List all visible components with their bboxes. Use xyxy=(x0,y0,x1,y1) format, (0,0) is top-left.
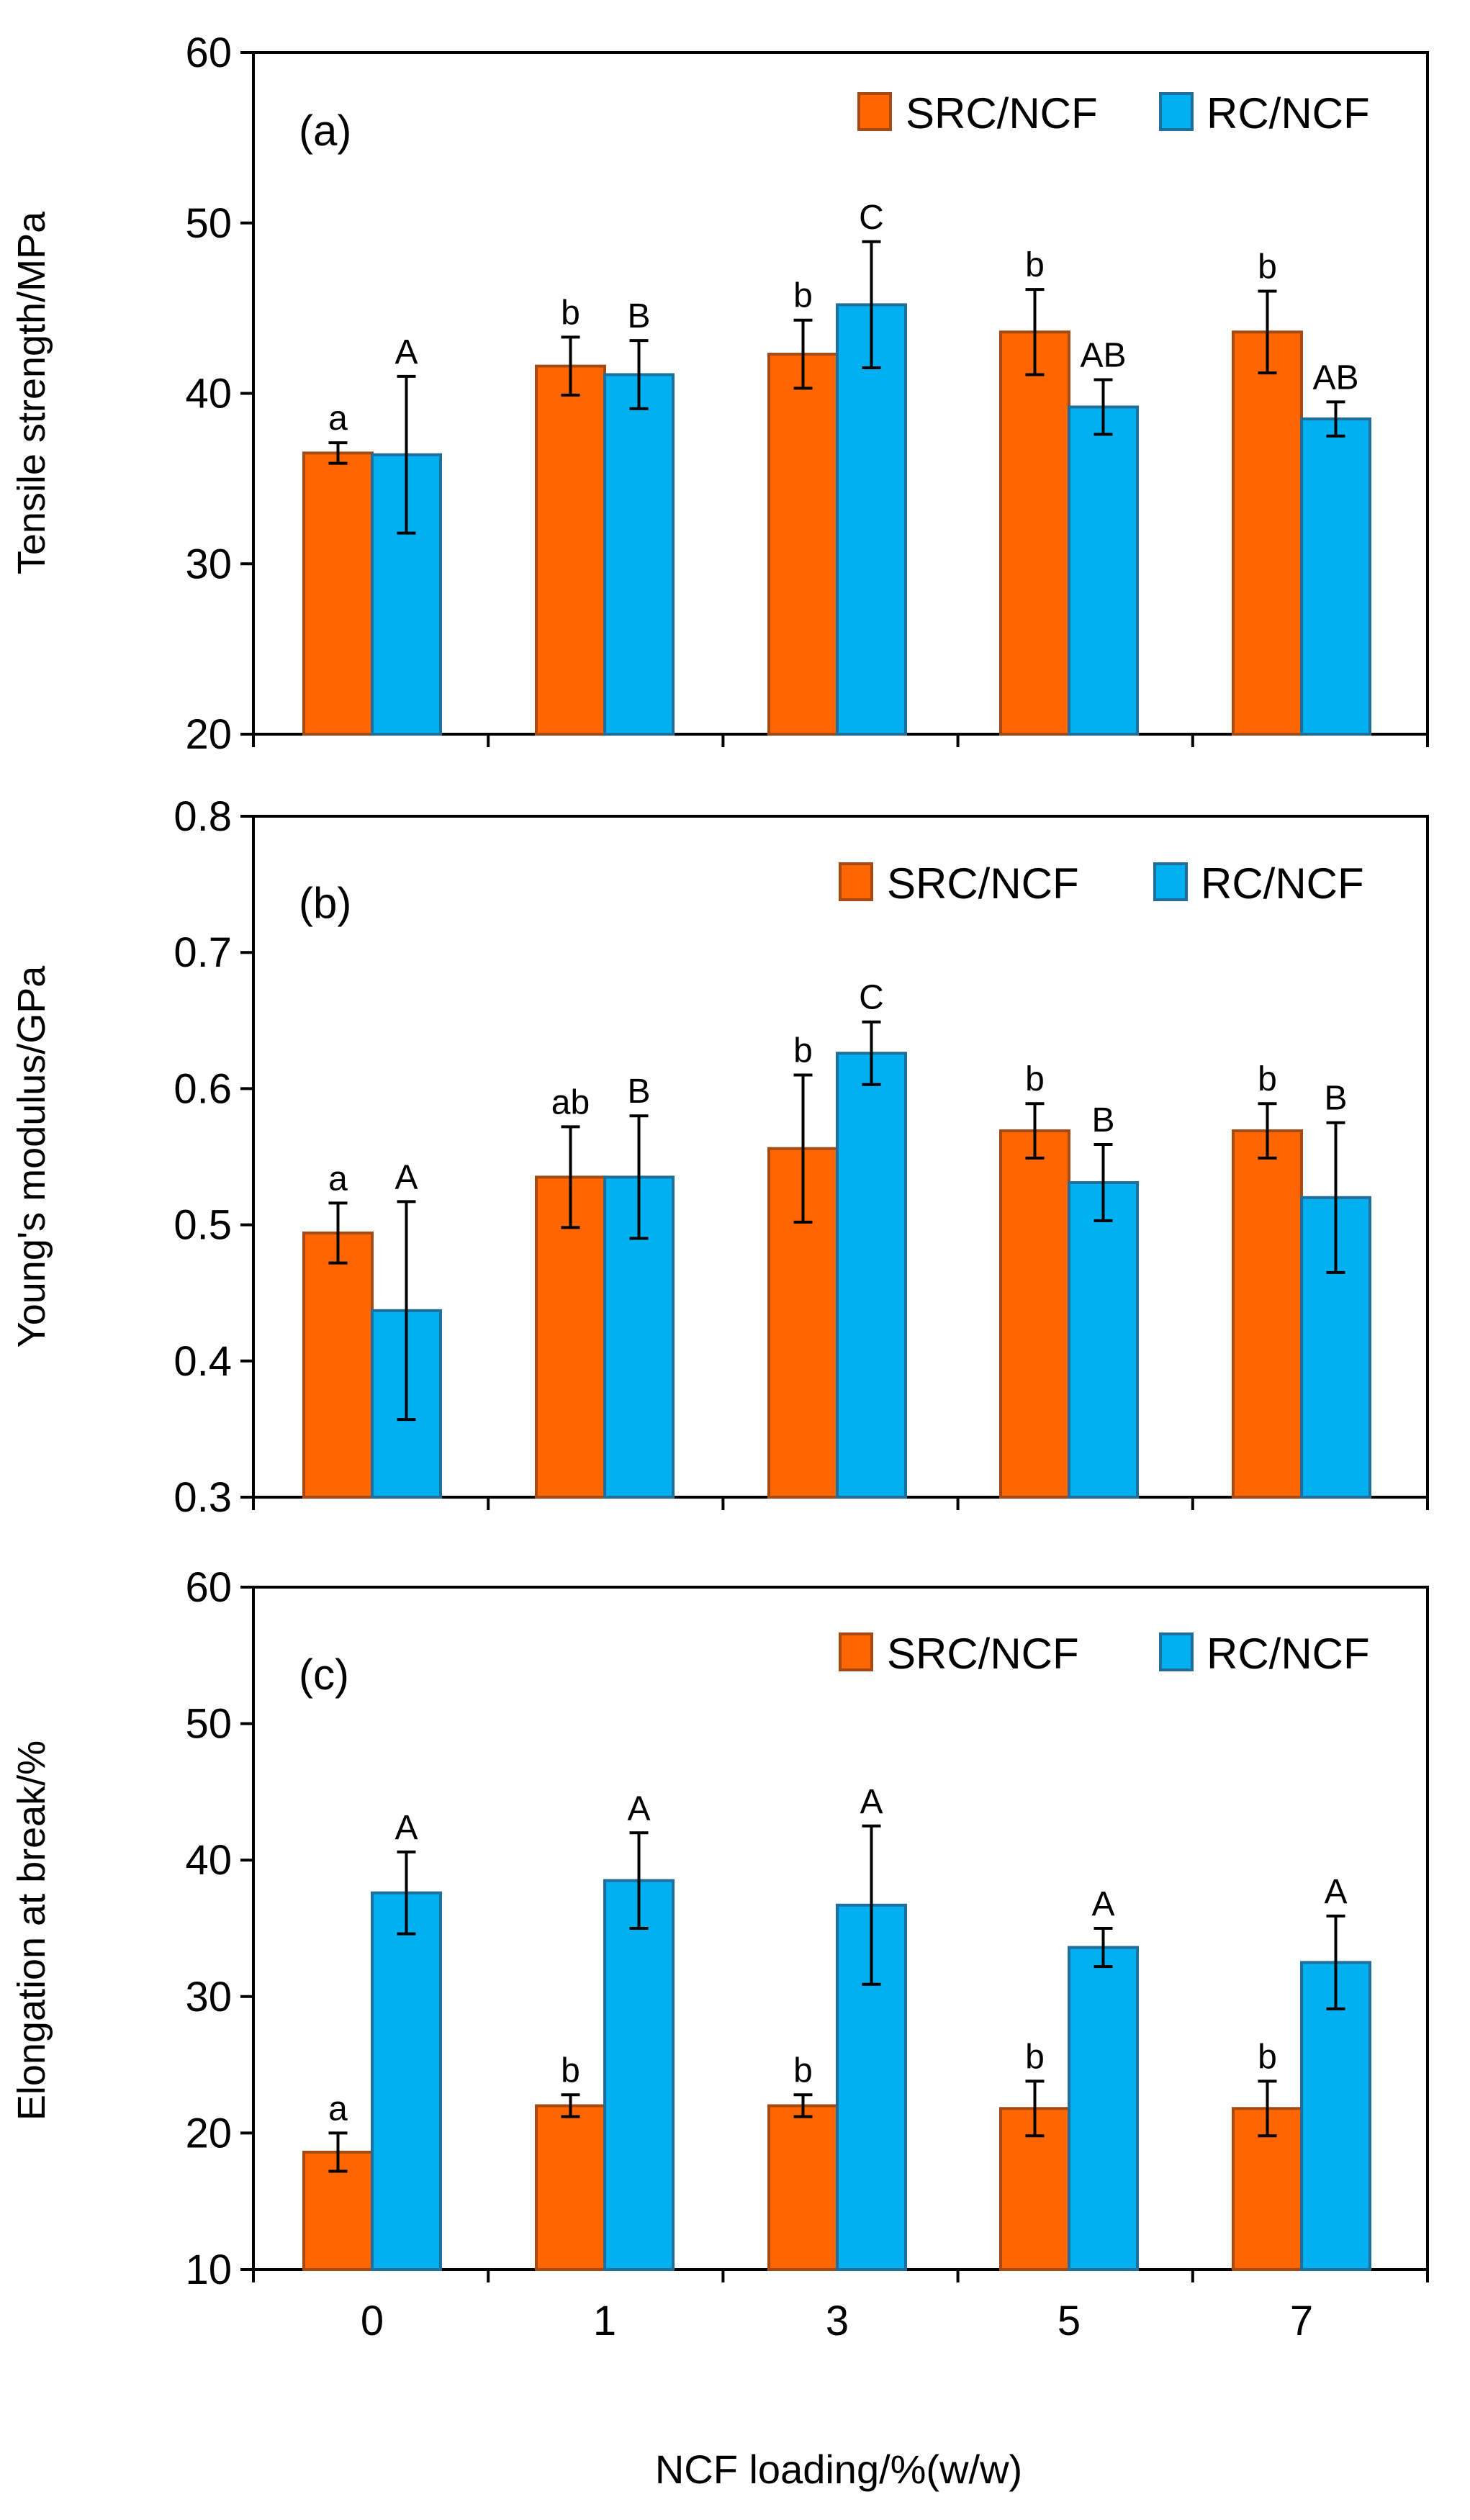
y-tick-label: 20 xyxy=(185,2110,232,2157)
y-tick-label: 30 xyxy=(185,541,232,587)
bar-rc xyxy=(836,1052,907,1499)
panel-b: Young's modulus/GPa (b) SRC/NCF RC/NCF 0… xyxy=(10,793,1429,1521)
legend-label-src: SRC/NCF xyxy=(887,859,1079,908)
significance-letter: C xyxy=(859,199,884,237)
legend: SRC/NCF RC/NCF xyxy=(857,89,1370,137)
x-tick-label: 0 xyxy=(361,2298,384,2344)
significance-letter: b xyxy=(1258,248,1277,286)
significance-letter: B xyxy=(1091,1101,1114,1139)
legend-label-src: SRC/NCF xyxy=(906,89,1098,137)
bar-rc xyxy=(371,1891,442,2272)
bar-src xyxy=(999,1129,1070,1499)
x-tick-label: 5 xyxy=(1058,2298,1081,2344)
bar-rc xyxy=(836,303,907,736)
x-tick-label: 7 xyxy=(1290,2298,1313,2344)
legend: SRC/NCF RC/NCF xyxy=(839,1630,1370,1678)
y-axis-title: Tensile strength/MPa xyxy=(10,211,53,574)
bar-src xyxy=(999,330,1070,736)
significance-letter: b xyxy=(561,294,580,332)
significance-letter: B xyxy=(1324,1080,1347,1118)
significance-letter: B xyxy=(627,1072,650,1111)
panel-a: Tensile strength/MPa (a) SRC/NCF RC/NCF … xyxy=(10,30,1429,758)
x-axis-title: NCF loading/%(w/w) xyxy=(655,2447,1022,2492)
y-tick-label: 10 xyxy=(185,2246,232,2293)
y-tick-label: 60 xyxy=(185,30,232,76)
significance-letter: b xyxy=(561,2051,580,2090)
y-tick-label: 0.3 xyxy=(173,1474,232,1521)
significance-letter: AB xyxy=(1080,337,1126,375)
legend-swatch-src xyxy=(839,1632,873,1671)
x-tick-labels: 0 1 3 5 7 xyxy=(361,2298,1313,2344)
significance-letter: a xyxy=(328,1160,348,1198)
x-tick-label: 3 xyxy=(826,2298,849,2344)
significance-letter: a xyxy=(328,399,348,438)
bar-rc xyxy=(1068,1946,1139,2271)
significance-letter: b xyxy=(1025,1060,1045,1098)
y-tick-label: 0.4 xyxy=(173,1338,232,1385)
significance-letter: b xyxy=(793,1031,813,1070)
significance-letter: B xyxy=(627,297,650,335)
y-tick-label: 60 xyxy=(185,1564,232,1611)
y-tick-label: 50 xyxy=(185,200,232,247)
y-tick-label: 50 xyxy=(185,1701,232,1748)
legend-label-src: SRC/NCF xyxy=(887,1630,1079,1678)
significance-letter: b xyxy=(793,277,813,315)
legend-swatch-src xyxy=(857,92,892,131)
significance-letter: C xyxy=(859,979,884,1017)
y-tick-label: 40 xyxy=(185,1837,232,1884)
panel-label: (c) xyxy=(299,1650,349,1699)
bar-src xyxy=(302,451,374,736)
significance-letter: A xyxy=(1091,1885,1114,1923)
legend-swatch-rc xyxy=(1159,1632,1194,1671)
bar-rc xyxy=(1300,417,1371,736)
significance-letter: b xyxy=(1025,2038,1045,2076)
y-tick-label: 0.6 xyxy=(173,1065,232,1112)
y-tick-label: 40 xyxy=(185,371,232,417)
y-tick-label: 30 xyxy=(185,1974,232,2020)
significance-letter: b xyxy=(1258,2038,1277,2076)
significance-letter: b xyxy=(793,2051,813,2090)
bar-rc xyxy=(1068,1180,1139,1499)
y-tick-label: 0.7 xyxy=(173,929,232,976)
y-tick-label: 0.5 xyxy=(173,1202,232,1249)
legend-label-rc: RC/NCF xyxy=(1207,1630,1370,1678)
significance-letter: A xyxy=(860,1783,883,1821)
significance-letter: A xyxy=(1324,1873,1347,1911)
y-axis-title: Elongation at break/% xyxy=(10,1740,53,2121)
y-axis-title: Young's modulus/GPa xyxy=(10,965,53,1348)
significance-letter: ab xyxy=(551,1083,590,1121)
significance-letter: A xyxy=(394,1809,418,1847)
legend-swatch-src xyxy=(839,862,873,901)
significance-letter: AB xyxy=(1312,358,1358,397)
bar-src xyxy=(302,1231,374,1499)
bar-src xyxy=(767,2104,839,2271)
significance-letter: a xyxy=(328,2090,348,2128)
bar-rc xyxy=(1068,405,1139,736)
bar-src xyxy=(535,2104,606,2271)
significance-letter: A xyxy=(394,333,418,371)
legend-swatch-rc xyxy=(1159,92,1194,131)
bar-src xyxy=(1232,330,1303,736)
y-tick-label: 20 xyxy=(185,711,232,758)
legend-label-rc: RC/NCF xyxy=(1207,89,1370,137)
bar-src xyxy=(1232,1129,1303,1499)
significance-letter: A xyxy=(394,1158,418,1196)
legend-label-rc: RC/NCF xyxy=(1201,859,1364,908)
panel-label: (a) xyxy=(299,107,351,155)
significance-letter: b xyxy=(1258,1060,1277,1098)
x-tick-label: 1 xyxy=(593,2298,616,2344)
panel-label: (b) xyxy=(299,879,351,927)
significance-letter: A xyxy=(627,1789,650,1828)
bar-rc xyxy=(603,373,675,736)
legend: SRC/NCF RC/NCF xyxy=(839,859,1364,908)
bar-rc xyxy=(603,1879,675,2271)
y-tick-label: 0.8 xyxy=(173,793,232,840)
significance-letter: b xyxy=(1025,246,1045,284)
bar-src xyxy=(767,353,839,736)
panel-c: Elongation at break/% (c) SRC/NCF RC/NCF… xyxy=(10,1564,1429,2293)
legend-swatch-rc xyxy=(1153,862,1188,901)
bar-src xyxy=(535,364,606,736)
